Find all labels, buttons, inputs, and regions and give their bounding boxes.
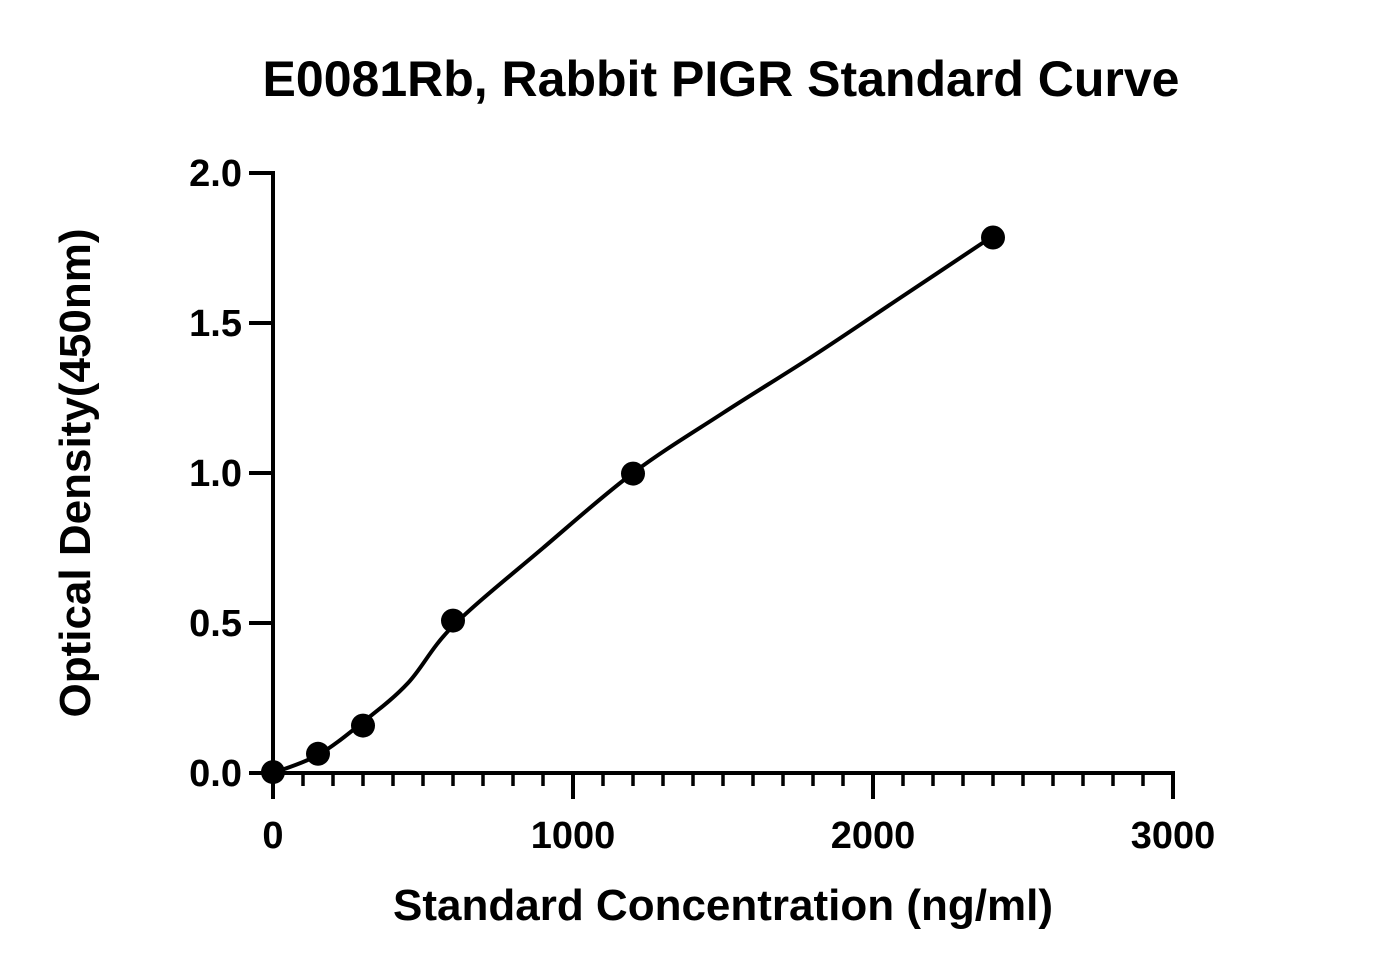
x-axis-label: Standard Concentration (ng/ml) xyxy=(393,881,1053,930)
fit-curve-layer xyxy=(271,234,995,775)
y-tick-label: 1.5 xyxy=(189,303,242,345)
y-axis-label: Optical Density(450nm) xyxy=(51,228,100,717)
data-point xyxy=(306,741,330,766)
y-tick-label: 1.0 xyxy=(189,453,242,495)
axes: 0 1000 2000 3000 0.0 0.5 1.0 1.5 2.0 xyxy=(189,153,1215,857)
y-tick-label: 0.0 xyxy=(189,753,242,795)
x-tick-label: 3000 xyxy=(1131,815,1216,857)
x-tick-label: 2000 xyxy=(831,815,916,857)
data-point xyxy=(441,608,465,633)
y-tick-label: 0.5 xyxy=(189,603,242,645)
data-point xyxy=(981,225,1005,250)
data-point xyxy=(261,760,285,785)
x-tick-label: 1000 xyxy=(531,815,616,857)
data-point xyxy=(351,713,375,738)
y-tick-label: 2.0 xyxy=(189,153,242,195)
fit-curve xyxy=(271,234,995,775)
chart-title: E0081Rb, Rabbit PIGR Standard Curve xyxy=(263,51,1180,107)
x-tick-label: 0 xyxy=(262,815,283,857)
data-points-layer xyxy=(261,225,1005,785)
data-point xyxy=(621,461,645,486)
